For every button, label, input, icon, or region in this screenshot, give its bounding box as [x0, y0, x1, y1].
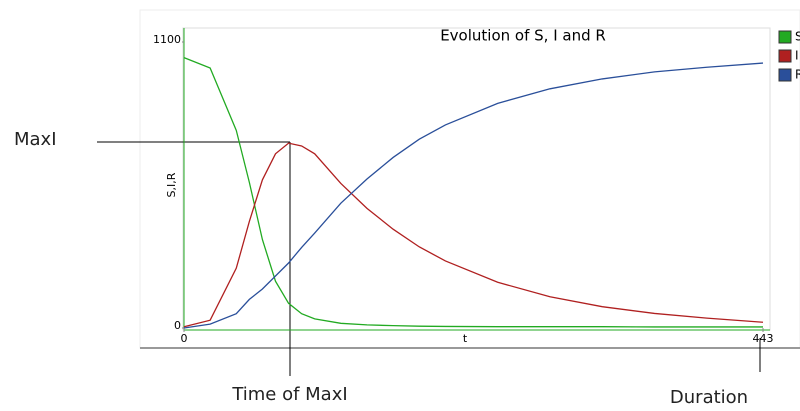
y-tick-label: 0	[174, 319, 181, 332]
annotation: Time of MaxI	[231, 384, 347, 405]
series-line	[183, 62, 764, 329]
legend-swatch	[778, 49, 792, 63]
legend-swatch	[778, 30, 792, 44]
annotation: Duration	[670, 387, 748, 408]
x-tick-label: 0	[181, 332, 188, 345]
legend-swatch	[778, 68, 792, 82]
y-axis-label: S,I,R	[165, 172, 178, 197]
series-line	[183, 142, 764, 328]
x-axis-label: t	[463, 332, 468, 345]
x-tick-label: 443	[753, 332, 774, 345]
annotation: MaxI	[14, 129, 57, 150]
y-tick-label: 1100	[153, 33, 181, 46]
legend-label: I	[795, 49, 799, 63]
legend-label: S	[795, 30, 800, 44]
chart-title: Evolution of S, I and R	[440, 27, 606, 45]
series-line	[183, 56, 763, 328]
chart-panel	[139, 9, 800, 349]
legend-label: R	[795, 68, 800, 82]
